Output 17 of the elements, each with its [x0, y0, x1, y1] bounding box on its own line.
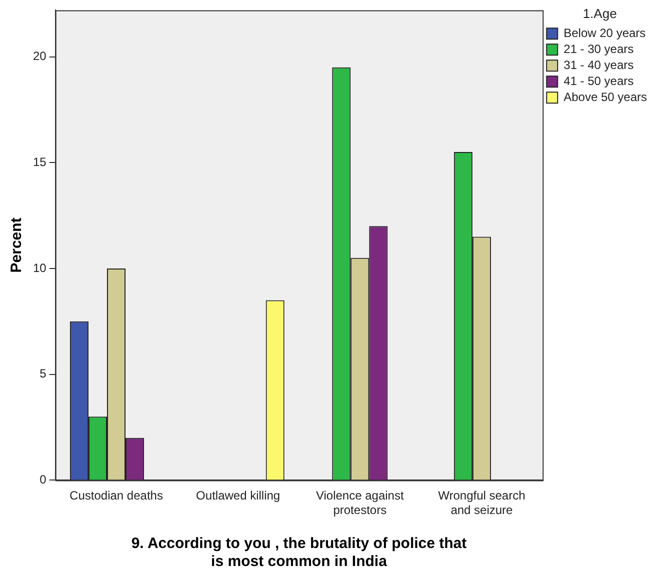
legend-label: Above 50 years: [564, 90, 648, 104]
x-tick-label: Outlawed killing: [196, 488, 280, 503]
y-tick-label: 5: [40, 366, 47, 381]
x-tick-label: Violence against protestors: [316, 488, 404, 518]
legend-label: Below 20 years: [564, 26, 646, 40]
legend-label: 41 - 50 years: [564, 74, 634, 88]
x-tick-label: Custodian deaths: [70, 488, 163, 503]
y-tick-label: 10: [32, 260, 47, 275]
y-tick-label: 0: [40, 472, 47, 487]
legend-label: 31 - 40 years: [564, 58, 634, 72]
legend-title: 1.Age: [582, 6, 617, 22]
x-axis-title: 9. According to you , the brutality of police that is most common in India: [131, 535, 467, 570]
y-tick-label: 15: [32, 154, 47, 169]
x-tick-label: Wrongful search and seizure: [438, 488, 526, 518]
legend-label: 21 - 30 years: [564, 42, 634, 56]
y-tick-label: 20: [32, 49, 47, 64]
y-axis-title: Percent: [8, 218, 26, 273]
